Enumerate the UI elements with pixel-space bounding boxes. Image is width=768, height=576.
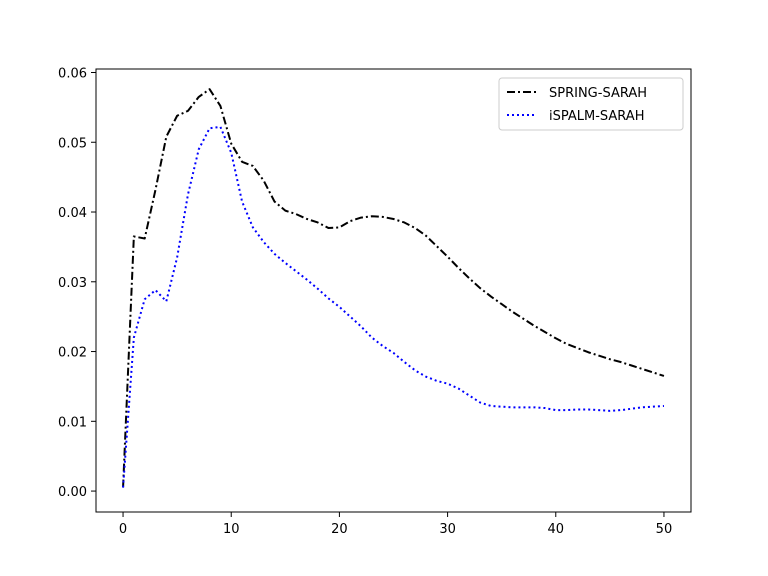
x-tick-label: 20 <box>331 522 348 537</box>
x-tick-label: 10 <box>223 522 240 537</box>
x-tick-label: 30 <box>439 522 456 537</box>
legend-box <box>498 77 684 131</box>
x-tick-label: 40 <box>547 522 564 537</box>
y-tick-label: 0.03 <box>58 276 87 291</box>
y-tick-label: 0.01 <box>58 415 87 430</box>
x-tick-label: 50 <box>656 522 673 537</box>
series-line-spring-sarah <box>122 88 665 488</box>
x-tick-label: 0 <box>119 522 127 537</box>
axes-frame <box>95 68 692 513</box>
legend: SPRING-SARAH iSPALM-SARAH <box>498 77 684 131</box>
y-tick-label: 0.02 <box>58 346 87 361</box>
plot-area <box>122 88 665 488</box>
y-tick-label: 0.00 <box>58 485 87 500</box>
y-axis: 0.00 0.01 0.02 0.03 0.04 0.05 0.06 <box>58 66 96 500</box>
legend-label-ispalm-sarah: iSPALM-SARAH <box>549 109 644 124</box>
y-tick-label: 0.04 <box>58 206 87 221</box>
legend-label-spring-sarah: SPRING-SARAH <box>549 86 647 101</box>
x-axis: 0 10 20 30 40 50 <box>119 512 672 537</box>
y-tick-label: 0.05 <box>58 136 87 151</box>
y-tick-label: 0.06 <box>58 66 87 81</box>
series-line-ispalm-sarah <box>122 125 665 488</box>
